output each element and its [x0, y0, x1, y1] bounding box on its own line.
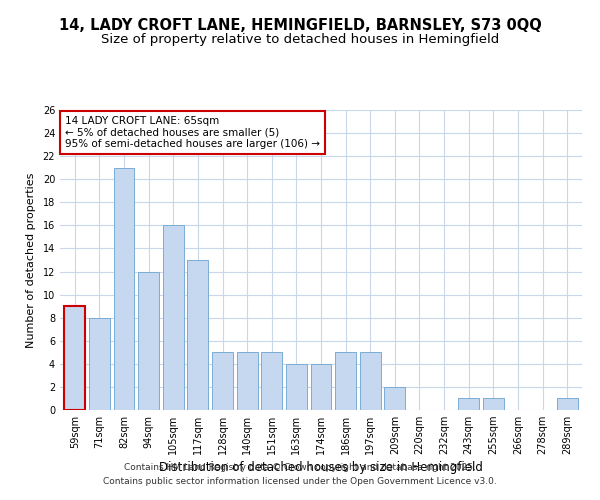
Bar — [89, 318, 110, 410]
Y-axis label: Number of detached properties: Number of detached properties — [26, 172, 35, 348]
Bar — [385, 387, 406, 410]
Bar — [236, 352, 257, 410]
Bar — [163, 226, 184, 410]
Bar — [557, 398, 578, 410]
Bar — [187, 260, 208, 410]
Bar — [360, 352, 381, 410]
Text: Contains HM Land Registry data © Crown copyright and database right 2025.: Contains HM Land Registry data © Crown c… — [124, 464, 476, 472]
Bar — [212, 352, 233, 410]
Text: Contains public sector information licensed under the Open Government Licence v3: Contains public sector information licen… — [103, 477, 497, 486]
X-axis label: Distribution of detached houses by size in Hemingfield: Distribution of detached houses by size … — [159, 462, 483, 474]
Text: 14, LADY CROFT LANE, HEMINGFIELD, BARNSLEY, S73 0QQ: 14, LADY CROFT LANE, HEMINGFIELD, BARNSL… — [59, 18, 541, 32]
Bar — [286, 364, 307, 410]
Bar — [64, 306, 85, 410]
Bar — [113, 168, 134, 410]
Bar — [138, 272, 159, 410]
Bar — [458, 398, 479, 410]
Bar — [483, 398, 504, 410]
Bar — [311, 364, 331, 410]
Bar — [261, 352, 282, 410]
Text: 14 LADY CROFT LANE: 65sqm
← 5% of detached houses are smaller (5)
95% of semi-de: 14 LADY CROFT LANE: 65sqm ← 5% of detach… — [65, 116, 320, 149]
Text: Size of property relative to detached houses in Hemingfield: Size of property relative to detached ho… — [101, 32, 499, 46]
Bar — [335, 352, 356, 410]
